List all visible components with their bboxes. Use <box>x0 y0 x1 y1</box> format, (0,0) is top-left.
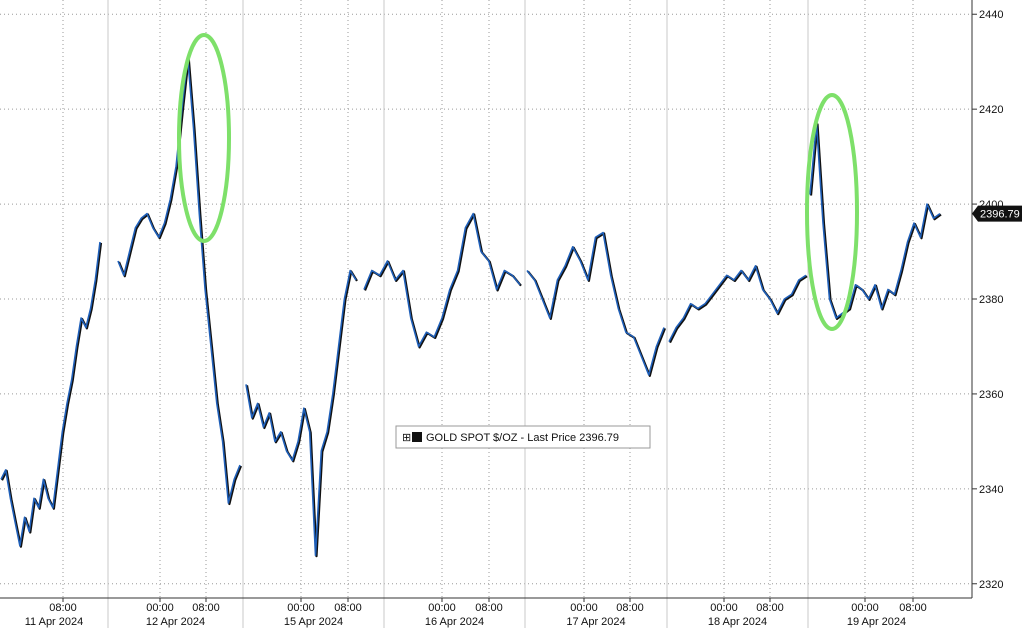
series-layer <box>0 56 942 558</box>
legend: ⊞ GOLD SPOT $/OZ - Last Price 2396.79 <box>395 425 651 449</box>
x-tick-label-time: 00:00 <box>570 602 598 614</box>
legend-box <box>395 425 651 449</box>
highlight-ellipse <box>805 93 859 331</box>
x-tick-label-date: 12 Apr 2024 <box>146 616 205 628</box>
x-tick-label-date: 11 Apr 2024 <box>25 616 84 628</box>
x-tick-label-date: 16 Apr 2024 <box>425 616 484 628</box>
x-tick-label-time: 00:00 <box>428 602 456 614</box>
x-tick-label-date: 19 Apr 2024 <box>847 616 906 628</box>
annotation-layer <box>177 33 859 331</box>
y-tick-label: 2380 <box>979 294 1003 306</box>
x-tick-label-time: 08:00 <box>475 602 503 614</box>
x-tick-label-date: 17 Apr 2024 <box>566 616 625 628</box>
y-tick-label: 2440 <box>979 9 1003 21</box>
x-tick-label-date: 15 Apr 2024 <box>284 616 343 628</box>
x-tick-label-time: 08:00 <box>49 602 77 614</box>
legend-swatch <box>412 432 422 442</box>
x-tick-label-time: 08:00 <box>616 602 644 614</box>
series-line-shadow <box>1 56 942 558</box>
x-tick-label-time: 00:00 <box>710 602 738 614</box>
y-tick-label: 2340 <box>979 484 1003 496</box>
grid-layer <box>0 0 972 598</box>
session-separators <box>107 0 809 628</box>
x-tick-label-time: 00:00 <box>287 602 315 614</box>
series-line-gold-spot <box>0 56 941 557</box>
y-tick-label: 2420 <box>979 104 1003 116</box>
x-tick-label-time: 08:00 <box>192 602 220 614</box>
y-tick-label: 2320 <box>979 579 1003 591</box>
x-tick-label-date: 18 Apr 2024 <box>708 616 767 628</box>
highlight-ellipse <box>177 33 231 243</box>
x-tick-label-time: 00:00 <box>146 602 174 614</box>
y-tick-label: 2360 <box>979 389 1003 401</box>
last-price-label: 2396.79 <box>980 209 1020 221</box>
x-tick-label-time: 00:00 <box>851 602 879 614</box>
legend-label: GOLD SPOT $/OZ - Last Price 2396.79 <box>426 432 619 444</box>
legend-collapse-icon: ⊞ <box>402 432 411 444</box>
x-tick-label-time: 08:00 <box>756 602 784 614</box>
last-price-tag <box>972 205 1022 222</box>
x-tick-label-time: 08:00 <box>899 602 927 614</box>
label-layer: 2396.79 ⊞ GOLD SPOT $/OZ - Last Price 2396… <box>395 205 1022 449</box>
x-tick-label-time: 08:00 <box>334 602 362 614</box>
